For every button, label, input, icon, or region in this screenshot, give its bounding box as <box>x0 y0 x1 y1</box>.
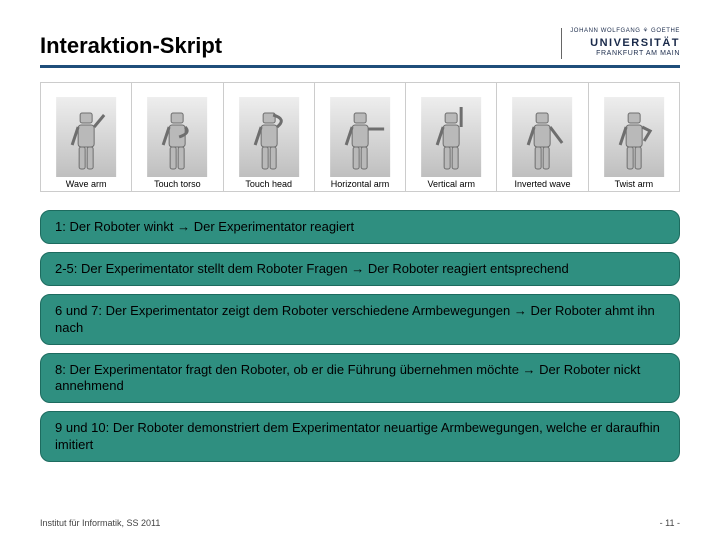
robot-icon <box>132 97 222 177</box>
robot-icon <box>224 97 314 177</box>
logo-sub: FRANKFURT AM MAIN <box>570 50 680 58</box>
robot-cell: Horizontal arm <box>315 83 406 191</box>
robot-cell: Vertical arm <box>406 83 497 191</box>
title-underline <box>40 65 680 68</box>
university-logo: JOHANN WOLFGANG ⚘ GOETHE UNIVERSITÄT FRA… <box>561 28 680 59</box>
robot-pose-strip: Wave arm Touch torso <box>40 82 680 192</box>
step-box: 1: Der Roboter winkt → Der Experimentato… <box>40 210 680 244</box>
robot-label: Vertical arm <box>428 179 476 189</box>
robot-label: Touch torso <box>154 179 201 189</box>
step-box: 6 und 7: Der Experimentator zeigt dem Ro… <box>40 294 680 345</box>
robot-icon <box>406 97 496 177</box>
robot-cell: Inverted wave <box>497 83 588 191</box>
step-box: 2-5: Der Experimentator stellt dem Robot… <box>40 252 680 286</box>
robot-label: Inverted wave <box>515 179 571 189</box>
logo-main: UNIVERSITÄT <box>570 37 680 50</box>
robot-cell: Twist arm <box>589 83 679 191</box>
robot-icon <box>589 97 679 177</box>
step-box: 8: Der Experimentator fragt den Roboter,… <box>40 353 680 404</box>
robot-label: Touch head <box>245 179 292 189</box>
slide: Interaktion-Skript JOHANN WOLFGANG ⚘ GOE… <box>0 0 720 540</box>
header-row: Interaktion-Skript JOHANN WOLFGANG ⚘ GOE… <box>40 28 680 59</box>
robot-cell: Touch head <box>224 83 315 191</box>
robot-label: Wave arm <box>66 179 107 189</box>
robot-label: Twist arm <box>615 179 654 189</box>
robot-icon <box>315 97 405 177</box>
footer: Institut für Informatik, SS 2011 - 11 - <box>40 518 680 528</box>
footer-right: - 11 - <box>660 518 680 528</box>
robot-icon <box>41 97 131 177</box>
robot-cell: Touch torso <box>132 83 223 191</box>
step-box: 9 und 10: Der Roboter demonstriert dem E… <box>40 411 680 462</box>
footer-left: Institut für Informatik, SS 2011 <box>40 518 160 528</box>
page-title: Interaktion-Skript <box>40 33 222 59</box>
robot-icon <box>497 97 587 177</box>
robot-label: Horizontal arm <box>331 179 390 189</box>
logo-top-line: JOHANN WOLFGANG ⚘ GOETHE <box>570 28 680 35</box>
robot-cell: Wave arm <box>41 83 132 191</box>
